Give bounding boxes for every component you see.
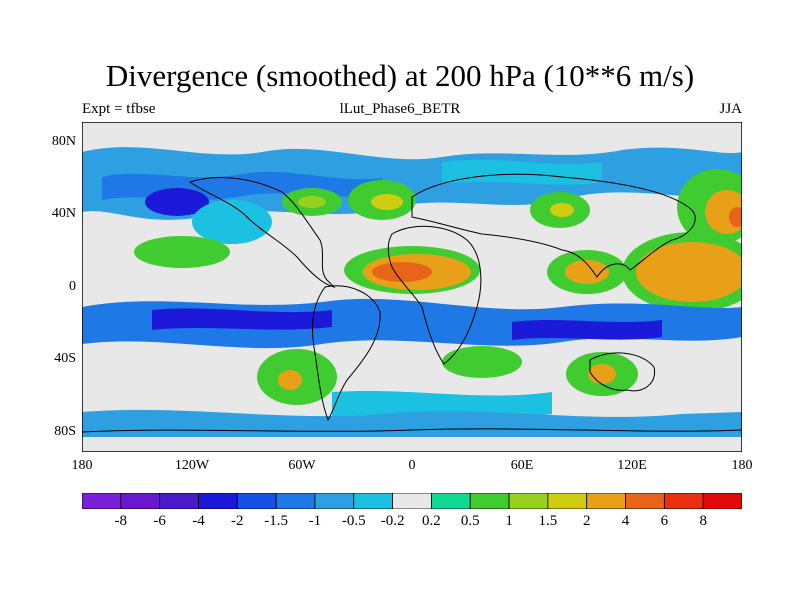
colorbar-box <box>508 493 549 509</box>
coastline-south-america <box>312 285 381 422</box>
field-neutral-south-pacific <box>82 378 182 407</box>
colorbar-label: -6 <box>153 513 166 529</box>
colorbar-box <box>159 493 199 509</box>
lon-label-120e: 120E <box>617 458 647 473</box>
colorbar-label: 1 <box>505 513 513 529</box>
lon-label-60e: 60E <box>510 458 534 473</box>
colorbar-box <box>82 493 122 509</box>
colorbar-box <box>702 493 742 509</box>
field-band-south-cyan <box>332 390 552 418</box>
colorbar-box <box>663 493 704 509</box>
coastline-australia <box>589 352 656 392</box>
colorbar-box <box>275 493 316 509</box>
coastline-antarctica <box>82 428 742 433</box>
colorbar-box <box>392 493 432 509</box>
colorbar-label: 4 <box>621 513 630 529</box>
colorbar-box <box>353 493 393 509</box>
lon-label-60w: 60W <box>288 458 316 473</box>
field-blob-spac-orange <box>278 370 302 390</box>
lat-label-40s: 40S <box>54 351 76 366</box>
field-blob-npac-cyan <box>192 200 272 244</box>
lat-label-40n: 40N <box>51 206 76 221</box>
colorbar-box <box>625 493 665 509</box>
field-blob-natlantic-yellow <box>371 194 403 210</box>
field-blob-australia-orange <box>588 364 616 384</box>
experiment-label: Expt = tfbse <box>82 101 156 117</box>
colorbar-label: -1.5 <box>264 513 288 529</box>
colorbar-box <box>120 493 161 509</box>
field-blob-sindian-green <box>442 346 522 378</box>
colorbar-box <box>314 493 355 509</box>
field-blob-namerica-yellow <box>298 196 326 208</box>
colorbar-box <box>547 493 588 509</box>
field-blob-epac-green <box>134 236 230 268</box>
colorbar-label: -8 <box>114 513 128 529</box>
field-blob-africa-red <box>372 262 432 282</box>
coastline-eurasia <box>411 173 696 278</box>
coastlines <box>82 173 742 433</box>
colorbar-label: 1.5 <box>538 513 558 529</box>
colorbar-label: 8 <box>699 513 707 529</box>
season-label: JJA <box>719 101 742 117</box>
lon-label-120w: 120W <box>174 458 210 473</box>
lat-label-80n: 80N <box>51 134 76 149</box>
lon-label-180w: 180 <box>71 458 93 473</box>
lat-label-equator: 0 <box>69 279 76 294</box>
plot-title: Divergence (smoothed) at 200 hPa (10**6 … <box>105 58 695 93</box>
colorbar-box <box>586 493 626 509</box>
colorbar-label: 6 <box>660 513 669 529</box>
lat-label-80s: 80S <box>54 424 76 439</box>
colorbar-box <box>469 493 510 509</box>
colorbar-label: 2 <box>582 513 591 529</box>
colorbar-box <box>431 493 471 509</box>
field-blob-npac-neg <box>145 188 209 216</box>
colorbar-label: -4 <box>192 513 205 529</box>
field-band-south-darkblue-2 <box>512 320 662 340</box>
colorbar-label: -2 <box>231 513 244 529</box>
field-band-eurasia-cyan <box>442 159 602 185</box>
colorbar-label: 0.2 <box>422 513 441 529</box>
field-blob-npac-east-red <box>729 207 742 227</box>
colorbar-box <box>198 493 238 509</box>
field-band-south-darkblue-1 <box>152 308 332 330</box>
field-blob-asia-yellow <box>550 203 574 217</box>
divergence-map <box>82 122 742 452</box>
field-blob-india-orange <box>565 260 609 284</box>
field-blob-wpac-orange <box>636 242 742 302</box>
lon-label-0: 0 <box>408 458 416 473</box>
colorbar <box>82 493 742 509</box>
coastline-north-america <box>188 176 336 288</box>
lon-label-180e: 180 <box>731 458 753 473</box>
colorbar-box <box>236 493 277 509</box>
colorbar-label: -0.2 <box>380 513 405 529</box>
case-name-label: lLut_Phase6_BETR <box>339 101 461 117</box>
colorbar-label: -1 <box>308 513 322 529</box>
colorbar-label: 0.5 <box>460 513 480 529</box>
colorbar-label: -0.5 <box>341 513 366 529</box>
divergence-field <box>82 122 742 452</box>
coastline-africa <box>387 225 482 365</box>
